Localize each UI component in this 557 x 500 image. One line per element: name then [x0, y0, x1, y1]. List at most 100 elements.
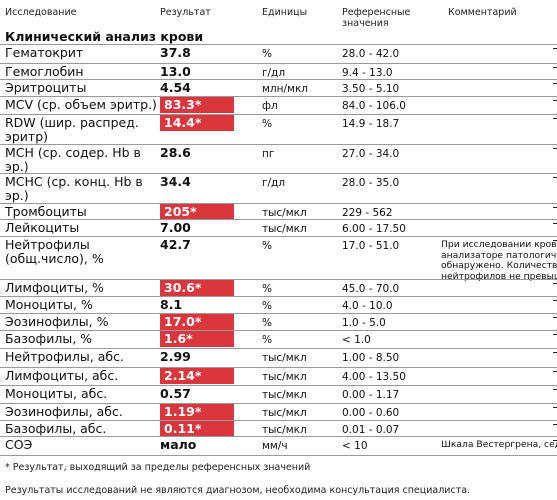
comment: Шкала Вестергрена, седим	[441, 440, 557, 451]
row-separator	[0, 173, 557, 174]
comment-line: нейтрофилов не превыша	[441, 270, 557, 282]
result-value: 28.6	[160, 145, 191, 160]
unit: тыс/мкл	[262, 223, 307, 235]
row-separator	[0, 403, 557, 404]
test-name: Эозинофилы, абс.	[5, 405, 123, 419]
result-value-flagged: 30.6*	[160, 280, 234, 296]
result-value-flagged: 1.19*	[160, 404, 234, 420]
row-edge-tick	[553, 440, 557, 441]
result-value-flagged: 2.14*	[160, 368, 234, 384]
reference-range: 4.0 - 10.0	[342, 300, 393, 312]
row-edge-tick	[553, 389, 557, 390]
test-name-line: Лимфоциты, абс.	[5, 368, 119, 383]
row-edge-tick	[553, 100, 557, 101]
row-separator	[0, 348, 557, 349]
result-value-flagged: 1.6*	[160, 331, 234, 347]
test-name: СОЭ	[5, 438, 32, 452]
test-name: Гематокрит	[5, 46, 83, 60]
result-value: мало	[160, 437, 197, 452]
row-edge-tick	[553, 371, 557, 372]
test-name-line: эр.)	[5, 159, 29, 174]
row-edge-tick	[553, 48, 557, 49]
row-separator	[0, 420, 557, 421]
comment: При исследовании крови нанализаторе пато…	[441, 240, 557, 282]
row-edge-tick	[553, 207, 557, 208]
result-value-flagged: 0.11*	[160, 421, 234, 437]
test-name: MCH (ср. содер. Hb в эр.)	[5, 146, 141, 174]
row-separator	[0, 367, 557, 368]
section-title: Клинический анализ крови	[5, 29, 204, 44]
test-name-line: Моноциты, %	[5, 297, 93, 312]
row-edge-tick	[553, 424, 557, 425]
test-name: MCHC (ср. конц. Hb в эр.)	[5, 175, 143, 203]
section-separator	[0, 44, 557, 45]
reference-range: 0.00 - 0.60	[342, 407, 400, 419]
unit: %	[262, 118, 272, 130]
result-value: 42.7	[160, 237, 191, 252]
reference-range: 0.01 - 0.07	[342, 424, 400, 436]
row-separator	[0, 114, 557, 115]
column-header-reference-line-2: значения	[342, 18, 389, 29]
result-value: 0.57	[160, 386, 191, 401]
row-separator	[0, 236, 557, 237]
reference-range: < 10	[342, 440, 368, 452]
row-separator	[0, 279, 557, 280]
test-name-line: СОЭ	[5, 437, 33, 452]
result-value: 4.54	[160, 80, 191, 95]
unit: %	[262, 48, 272, 60]
comment-line: обнаружено. Количество г	[441, 260, 557, 271]
unit: тыс/мкл	[262, 371, 307, 383]
reference-range: < 1.0	[342, 334, 371, 346]
unit: пг	[262, 148, 275, 160]
test-name-line: Нейтрофилы, абс.	[5, 349, 124, 364]
footnote-flag-legend: * Результат, выходящий за пределы рефере…	[5, 462, 311, 473]
test-name-line: Моноциты, абс.	[5, 386, 108, 401]
row-edge-tick	[553, 300, 557, 301]
test-name-line: Эритроциты	[5, 80, 87, 95]
row-separator	[0, 219, 557, 220]
row-edge-tick	[553, 283, 557, 284]
test-name: RDW (шир. распред. эритр)	[5, 116, 139, 144]
reference-range: 9.4 - 13.0	[342, 67, 393, 79]
test-name-line: Гемоглобин	[5, 64, 84, 79]
reference-range: 0.00 - 1.17	[342, 389, 400, 401]
test-name-line: MCV (ср. объем эритр.)	[5, 97, 157, 112]
test-name: Нейтрофилы, абс.	[5, 350, 124, 364]
unit: тыс/мкл	[262, 389, 307, 401]
reference-range: 1.00 - 8.50	[342, 352, 400, 364]
unit: г/дл	[262, 67, 286, 79]
reference-range: 3.50 - 5.10	[342, 83, 400, 95]
result-value-flagged: 83.3*	[160, 97, 234, 113]
test-name: Моноциты, %	[5, 298, 93, 312]
comment-line: При исследовании крови н	[441, 240, 557, 250]
unit: %	[262, 334, 272, 346]
unit: г/дл	[262, 177, 286, 189]
column-header-test: Исследование	[5, 7, 77, 18]
test-name: Базофилы, %	[5, 332, 92, 346]
test-name-line: MCHC (ср. конц. Hb в	[5, 174, 143, 189]
comment-line: Шкала Вестергрена, седим	[441, 440, 557, 450]
row-separator	[0, 96, 557, 97]
unit: %	[262, 283, 272, 295]
reference-range: 28.0 - 42.0	[342, 48, 400, 60]
row-separator	[0, 436, 557, 437]
unit: мм/ч	[262, 440, 288, 452]
test-name: MCV (ср. объем эритр.)	[5, 98, 157, 112]
test-name-line: эритр)	[5, 129, 49, 144]
test-name: Гемоглобин	[5, 65, 84, 79]
reference-range: 45.0 - 70.0	[342, 283, 400, 295]
test-name-line: Гематокрит	[5, 45, 84, 60]
test-name: Тромбоциты	[5, 205, 87, 219]
row-edge-tick	[553, 148, 557, 149]
reference-range: 14.9 - 18.7	[342, 118, 400, 130]
test-name-line: Лейкоциты	[5, 220, 80, 235]
row-separator	[0, 296, 557, 297]
row-separator	[0, 203, 557, 204]
result-value-flagged: 17.0*	[160, 314, 234, 330]
test-name-line: Эозинофилы, абс.	[5, 404, 123, 419]
test-name: Лейкоциты	[5, 221, 79, 235]
test-name-line: эр.)	[5, 188, 29, 203]
test-name: Эозинофилы, %	[5, 315, 108, 329]
unit: тыс/мкл	[262, 407, 307, 419]
test-name-line: RDW (шир. распред.	[5, 115, 139, 130]
